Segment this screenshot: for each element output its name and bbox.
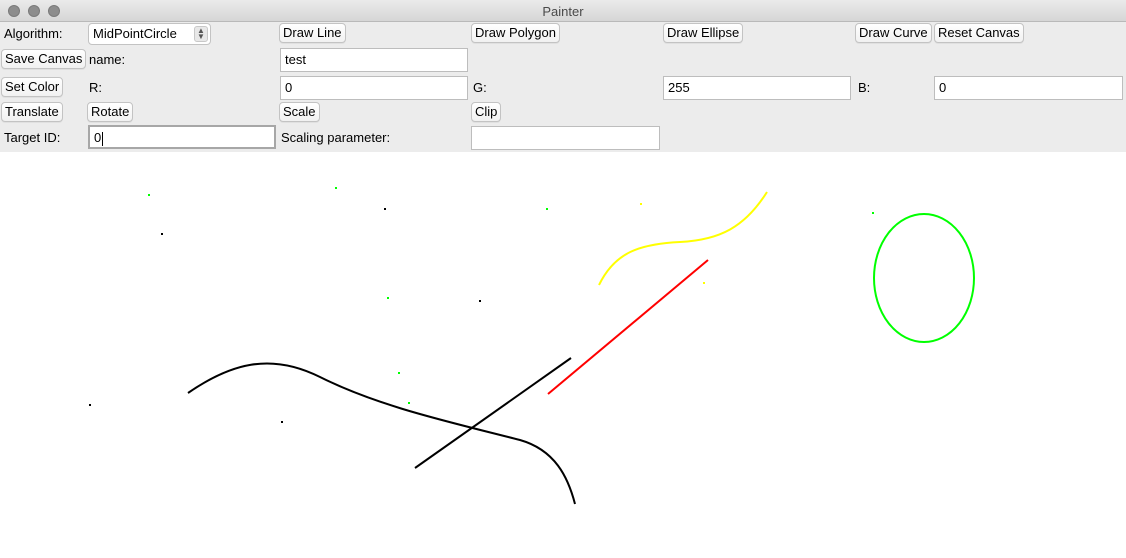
b-label: B:	[858, 80, 871, 95]
chevron-updown-icon: ▲ ▼	[194, 26, 208, 42]
close-window-button[interactable]	[8, 5, 20, 17]
black-curve	[187, 362, 576, 505]
canvas-point	[546, 208, 548, 210]
canvas-point	[89, 404, 91, 406]
canvas-point	[398, 372, 400, 374]
rotate-button[interactable]: Rotate	[87, 102, 134, 122]
r-label: R:	[89, 80, 102, 95]
reset-canvas-button[interactable]: Reset Canvas	[934, 23, 1024, 43]
save-canvas-button[interactable]: Save Canvas	[1, 49, 87, 69]
canvas-point	[161, 233, 163, 235]
algorithm-label: Algorithm:	[4, 26, 63, 41]
algorithm-select-value: MidPointCircle	[93, 26, 177, 41]
b-field[interactable]: 0	[934, 76, 1123, 100]
canvas-point	[387, 297, 389, 299]
draw-curve-button[interactable]: Draw Curve	[855, 23, 932, 43]
translate-button[interactable]: Translate	[1, 102, 63, 122]
clip-button[interactable]: Clip	[471, 102, 502, 122]
g-label: G:	[473, 80, 487, 95]
canvas-point	[335, 187, 337, 189]
target-id-field[interactable]: 0	[88, 125, 276, 149]
set-color-button[interactable]: Set Color	[1, 77, 64, 97]
algorithm-select[interactable]: MidPointCircle ▲ ▼	[88, 23, 211, 45]
canvas-point	[479, 300, 481, 302]
name-field[interactable]: test	[280, 48, 468, 72]
canvas-point	[281, 421, 283, 423]
canvas-point	[703, 282, 705, 284]
red-line	[547, 259, 709, 395]
target-id-value: 0	[94, 130, 102, 145]
scaling-parameter-field[interactable]	[471, 126, 660, 150]
minimize-window-button[interactable]	[28, 5, 40, 17]
text-caret	[102, 131, 104, 146]
draw-polygon-button[interactable]: Draw Polygon	[471, 23, 560, 43]
g-field[interactable]: 255	[663, 76, 851, 100]
canvas-point	[872, 212, 874, 214]
canvas-point	[384, 208, 386, 210]
scaling-parameter-label: Scaling parameter:	[281, 130, 391, 145]
canvas-point	[408, 402, 410, 404]
target-id-label: Target ID:	[4, 130, 61, 145]
drawing-canvas[interactable]	[0, 152, 1126, 558]
window-title: Painter	[542, 4, 584, 19]
zoom-window-button[interactable]	[48, 5, 60, 17]
draw-line-button[interactable]: Draw Line	[279, 23, 346, 43]
scale-button[interactable]: Scale	[279, 102, 320, 122]
title-bar: Painter	[0, 0, 1126, 22]
r-field[interactable]: 0	[280, 76, 468, 100]
green-ellipse	[873, 213, 975, 343]
canvas-drawing	[89, 187, 975, 505]
control-panel: Algorithm: MidPointCircle ▲ ▼ Draw Line D…	[0, 22, 1126, 152]
canvas-point	[148, 194, 150, 196]
yellow-curve	[598, 191, 768, 286]
black-line	[414, 357, 572, 469]
canvas-point	[640, 203, 642, 205]
draw-ellipse-button[interactable]: Draw Ellipse	[663, 23, 744, 43]
name-label: name:	[89, 52, 126, 67]
